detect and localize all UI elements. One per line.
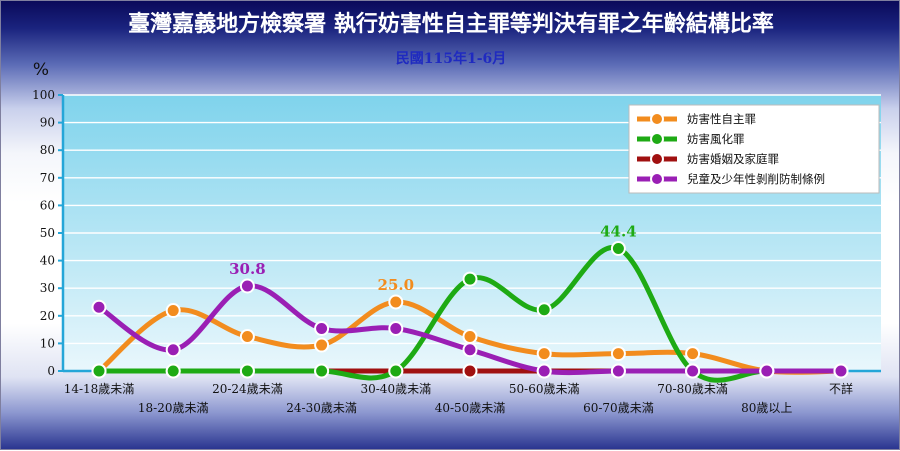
y-tick-label: 0 <box>47 364 55 378</box>
series-points <box>91 240 849 379</box>
legend-swatch-marker <box>650 172 664 186</box>
data-point <box>165 342 181 358</box>
x-tick-label: 80歲以上 <box>741 401 792 415</box>
data-label: 44.4 <box>600 222 637 240</box>
y-tick-label: 20 <box>40 309 55 323</box>
data-point <box>685 363 701 379</box>
y-tick-label: 50 <box>40 226 55 240</box>
data-label: 30.8 <box>229 260 266 278</box>
data-point <box>759 363 775 379</box>
legend-label: 妨害性自主罪 <box>687 112 756 126</box>
y-tick-labels: 0 10 20 30 40 50 60 70 80 90 100 <box>32 88 55 378</box>
data-label: 25.0 <box>378 276 415 294</box>
series-line-0 <box>96 299 844 375</box>
y-tick-label: 30 <box>40 281 55 295</box>
data-point <box>610 363 626 379</box>
data-point <box>685 346 701 362</box>
data-point <box>239 329 255 344</box>
data-point <box>462 329 478 344</box>
data-point <box>165 303 181 319</box>
y-tick-label: 80 <box>40 143 55 157</box>
data-point <box>239 363 255 379</box>
data-point <box>388 294 404 310</box>
data-point <box>388 363 404 379</box>
data-point <box>91 363 107 379</box>
legend-label: 兒童及少年性剝削防制條例 <box>687 172 825 186</box>
y-tick-label: 90 <box>40 116 55 130</box>
y-tick-label: 100 <box>32 88 55 102</box>
data-point <box>462 342 478 358</box>
data-point <box>91 299 107 315</box>
data-point <box>462 363 478 379</box>
chart-title: 臺灣嘉義地方檢察署 執行妨害性自主罪等判決有罪之年齡結構比率 <box>128 11 774 37</box>
series-line-3 <box>96 283 844 376</box>
legend-label: 妨害風化罪 <box>687 132 745 146</box>
x-tick-label: 50-60歲未滿 <box>509 382 580 396</box>
data-point <box>314 363 330 379</box>
y-tick-label: 40 <box>40 254 55 268</box>
x-tick-label: 不詳 <box>829 381 853 396</box>
legend-label: 妨害婚姻及家庭罪 <box>687 152 779 166</box>
data-point <box>165 363 181 379</box>
data-point <box>610 346 626 362</box>
chart-subtitle: 民國115年1-6月 <box>396 50 507 67</box>
legend-swatch-marker <box>650 132 664 146</box>
y-tick-label: 10 <box>40 336 55 350</box>
x-tick-label: 14-18歲未滿 <box>64 382 135 396</box>
x-tick-label: 30-40歲未滿 <box>360 382 431 396</box>
data-point <box>462 271 478 287</box>
data-point <box>833 363 849 379</box>
y-axis-unit: % <box>33 60 49 80</box>
x-tick-label: 40-50歲未滿 <box>435 401 506 415</box>
legend-swatch-marker <box>650 152 664 166</box>
y-tick-label: 70 <box>40 171 55 185</box>
data-point <box>610 240 626 256</box>
x-tick-label: 70-80歲未滿 <box>657 382 728 396</box>
data-point <box>536 363 552 379</box>
x-tick-label: 60-70歲未滿 <box>583 401 654 415</box>
data-point <box>239 278 255 294</box>
x-tick-label: 18-20歲未滿 <box>138 401 209 415</box>
x-tick-label: 20-24歲未滿 <box>212 382 283 396</box>
data-point <box>314 337 330 353</box>
data-point <box>314 320 330 336</box>
x-tick-labels: 14-18歲未滿18-20歲未滿20-24歲未滿24-30歲未滿30-40歲未滿… <box>64 381 853 415</box>
x-tick-label: 24-30歲未滿 <box>286 401 357 415</box>
data-point <box>536 302 552 318</box>
data-labels: 30.8 25.0 44.4 <box>229 222 637 294</box>
y-tick-label: 60 <box>40 198 55 212</box>
data-point <box>536 346 552 362</box>
data-point <box>388 320 404 336</box>
legend-swatch-marker <box>650 112 664 126</box>
